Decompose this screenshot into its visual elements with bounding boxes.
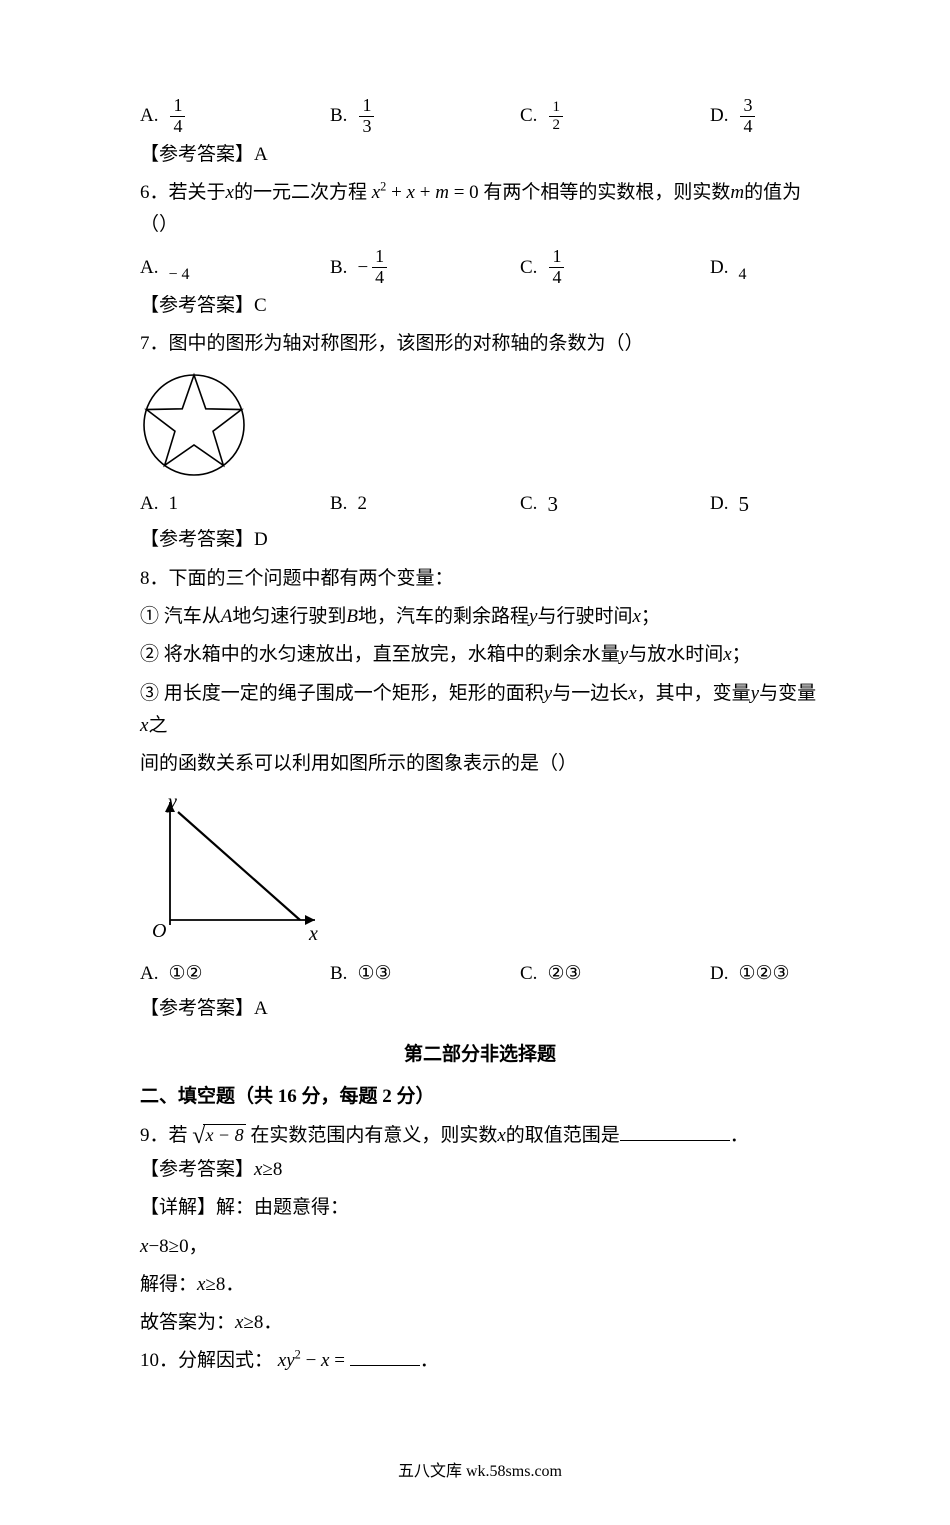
q8-line1: ① 汽车从A地匀速行驶到B地，汽车的剩余路程y与行驶时间x；: [140, 601, 820, 633]
q6-opt-d: D. 4: [710, 247, 820, 288]
q5-opt-c: C. 1 2: [520, 96, 710, 137]
q5-opt-d: D. 3 4: [710, 96, 820, 137]
q9-stem: 9．若 √ x − 8 在实数范围内有意义，则实数x的取值范围是．: [140, 1120, 820, 1152]
q6-c-frac: 1 4: [547, 247, 566, 288]
q9-blank: [620, 1121, 730, 1141]
page-footer: 五八文库 wk.58sms.com: [140, 1458, 820, 1485]
q8-line3: ③ 用长度一定的绳子围成一个矩形，矩形的面积y与一边长x，其中，变量y与变量x之: [140, 678, 820, 743]
q6-b-frac: 1 4: [370, 247, 389, 288]
q5-opt-a: A. 1 4: [140, 96, 330, 137]
q6-opt-c: C. 1 4: [520, 247, 710, 288]
q8-answer: 【参考答案】A: [140, 993, 820, 1025]
q5-c-frac: 1 2: [547, 99, 565, 133]
q5-c-label: C.: [520, 100, 537, 132]
q8-options: A. ①② B. ①③ C. ②③ D. ①②③: [140, 958, 820, 990]
q6-opt-b: B. − 1 4: [330, 247, 520, 288]
svg-text:x: x: [308, 923, 318, 945]
q5-b-frac: 1 3: [357, 96, 376, 137]
sqrt-expr: √ x − 8: [192, 1124, 245, 1148]
q7-opt-c: C. 3: [520, 487, 710, 523]
q5-options: A. 1 4 B. 1 3 C. 1 2 D. 3 4: [140, 96, 820, 137]
linear-decreasing-graph: y x O: [140, 790, 330, 950]
q5-a-label: A.: [140, 100, 158, 132]
q7-stem: 7．图中的图形为轴对称图形，该图形的对称轴的条数为（）: [140, 328, 820, 360]
q10-stem: 10．分解因式： xy2 − x = ．: [140, 1345, 820, 1377]
q6-options: A. − 4 B. − 1 4 C. 1 4 D. 4: [140, 247, 820, 288]
q9-answer: 【参考答案】x≥8: [140, 1154, 820, 1186]
q8-line4: 间的函数关系可以利用如图所示的图象表示的是（）: [140, 748, 820, 780]
q7-answer: 【参考答案】D: [140, 524, 820, 556]
section2-sub: 二、填空题（共 16 分，每题 2 分）: [140, 1081, 820, 1113]
q8-opt-b: B. ①③: [330, 958, 520, 990]
q6-opt-a: A. − 4: [140, 247, 330, 288]
q7-opt-a: A. 1: [140, 487, 330, 523]
q5-a-frac: 1 4: [168, 96, 187, 137]
q6-answer: 【参考答案】C: [140, 290, 820, 322]
q5-d-frac: 3 4: [738, 96, 757, 137]
q8-stem: 8．下面的三个问题中都有两个变量：: [140, 563, 820, 595]
q7-opt-d: D. 5: [710, 487, 820, 523]
svg-text:O: O: [152, 920, 166, 942]
q9-detail: 【详解】解：由题意得：: [140, 1192, 820, 1224]
q9-step2: 解得：x≥8．: [140, 1269, 820, 1301]
q5-d-label: D.: [710, 100, 728, 132]
q7-figure: [140, 371, 820, 479]
q5-opt-b: B. 1 3: [330, 96, 520, 137]
q8-opt-d: D. ①②③: [710, 958, 820, 990]
star-in-circle-figure: [140, 371, 248, 479]
q8-opt-c: C. ②③: [520, 958, 710, 990]
q5-answer: 【参考答案】A: [140, 139, 820, 171]
q5-b-label: B.: [330, 100, 347, 132]
q7-opt-b: B. 2: [330, 487, 520, 523]
section2-title: 第二部分非选择题: [140, 1039, 820, 1071]
q8-opt-a: A. ①②: [140, 958, 330, 990]
q6-stem: 6．若关于x的一元二次方程 x2 + x + m = 0 有两个相等的实数根，则…: [140, 177, 820, 242]
q9-concl: 故答案为：x≥8．: [140, 1307, 820, 1339]
svg-text:y: y: [166, 791, 177, 813]
q8-graph: y x O: [140, 790, 820, 950]
q10-blank: [350, 1346, 420, 1366]
q7-options: A. 1 B. 2 C. 3 D. 5: [140, 487, 820, 523]
q8-line2: ② 将水箱中的水匀速放出，直至放完，水箱中的剩余水量y与放水时间x；: [140, 639, 820, 671]
q9-step1: x−8≥0，: [140, 1231, 820, 1263]
